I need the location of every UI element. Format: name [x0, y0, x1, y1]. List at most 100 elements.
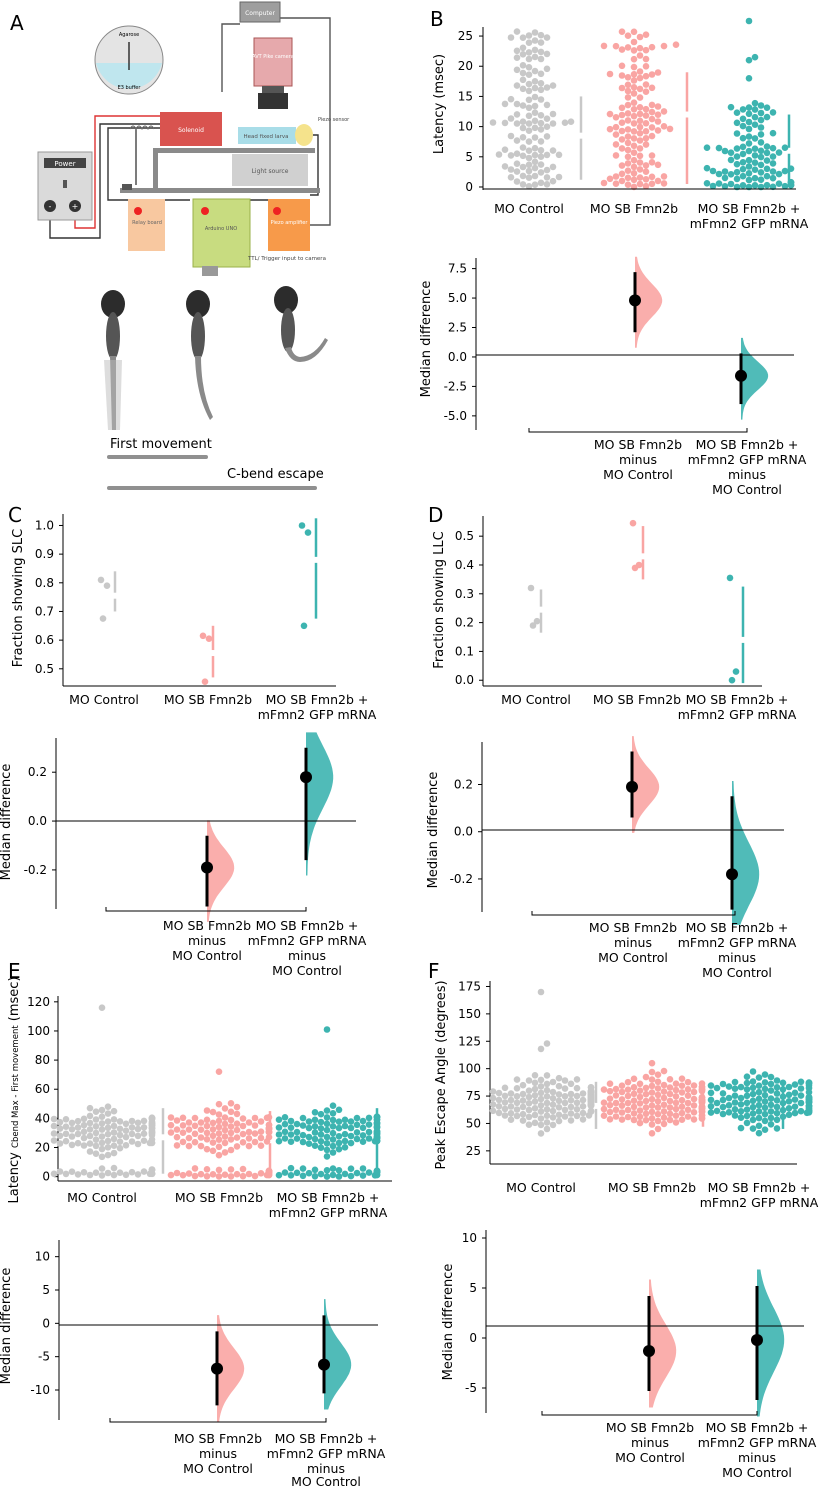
- swarm-point: [624, 101, 632, 109]
- swarm-point: [624, 81, 632, 89]
- swarm-point: [642, 135, 650, 142]
- swarm-point: [323, 1146, 331, 1154]
- swarm-point: [757, 176, 765, 183]
- swarm-point: [606, 1116, 614, 1123]
- swarm-point: [525, 1121, 533, 1128]
- swarm-point: [519, 51, 527, 58]
- swarm-point: [763, 181, 771, 189]
- swarm-point: [630, 170, 638, 177]
- panel-a-schematic: A Computer AVT Pike camera Agarose E3 bu…: [10, 1, 350, 490]
- swarm-point: [537, 1121, 545, 1129]
- swarm-point: [749, 1116, 757, 1124]
- swarm-point: [763, 165, 771, 173]
- swarm-point: [624, 110, 632, 117]
- swarm-point: [140, 1130, 148, 1137]
- swarm-point: [347, 1124, 355, 1132]
- swarm-point: [739, 115, 747, 123]
- swarm-point: [257, 1170, 265, 1177]
- swarm-point: [624, 1113, 632, 1121]
- swarm-point: [733, 153, 741, 160]
- swarm-point: [785, 1083, 793, 1091]
- swarm-point: [537, 112, 545, 119]
- swarm-point: [335, 1173, 343, 1180]
- swarm-point: [128, 1124, 136, 1131]
- swarm-point: [98, 1126, 106, 1133]
- swarm-point: [317, 1144, 325, 1151]
- median-difference-point: [318, 1358, 330, 1371]
- swarm-point: [739, 172, 747, 180]
- swarm-point: [197, 1170, 205, 1178]
- swarm-point: [116, 1138, 124, 1145]
- swarm-point: [737, 1094, 745, 1102]
- swarm-point: [531, 1092, 539, 1099]
- swarm-point: [215, 1130, 223, 1137]
- swarm-point: [642, 55, 650, 63]
- swarm-point: [519, 1097, 527, 1104]
- swarm-point: [305, 1133, 313, 1141]
- swarm-point: [489, 1088, 497, 1095]
- swarm-point: [62, 1170, 70, 1178]
- swarm-point: [587, 1107, 595, 1115]
- swarm-point: [755, 1101, 763, 1109]
- swarm-point: [513, 160, 521, 167]
- swarm-point: [215, 1151, 223, 1159]
- panel-e-diff-label-rescue-1: MO SB Fmn2b +: [275, 1431, 378, 1446]
- swarm-point: [185, 1170, 193, 1177]
- swarm-point: [630, 106, 638, 113]
- swarm-point: [251, 1114, 259, 1122]
- swarm-point: [648, 108, 656, 116]
- swarm-point: [227, 1173, 235, 1180]
- swarm-point: [779, 1079, 787, 1087]
- swarm-point: [531, 164, 539, 172]
- swarm-point: [525, 64, 533, 71]
- swarm-point: [122, 1127, 130, 1134]
- swarm-point: [543, 1086, 551, 1094]
- swarm-point: [743, 1112, 751, 1120]
- swarm-point: [335, 1124, 343, 1132]
- swarm-point: [525, 167, 533, 175]
- swarm-point: [215, 1136, 223, 1143]
- swarm-point: [707, 1096, 715, 1104]
- swarm-point: [654, 1071, 662, 1078]
- panel-letter-a: A: [10, 11, 24, 35]
- swarm-point: [531, 117, 539, 125]
- swarm-point: [573, 1112, 581, 1120]
- swarm-point: [86, 1104, 94, 1112]
- swarm-point: [543, 1119, 551, 1126]
- swarm-point: [203, 1173, 211, 1180]
- panel-f-swarm-y-axis: 25 50 75 100 125 150 175: [458, 979, 491, 1164]
- swarm-point: [140, 1137, 148, 1144]
- swarm-point: [755, 1114, 763, 1122]
- swarm-point: [654, 1125, 662, 1133]
- swarm-point: [305, 1169, 313, 1177]
- swarm-point: [755, 1129, 763, 1137]
- swarm-point: [618, 46, 626, 53]
- panel-f-diff-label-rescue-3: minus: [738, 1450, 776, 1465]
- swarm-point: [531, 1085, 539, 1093]
- swarm-point: [648, 180, 656, 188]
- panel-d-diff-label-fmn2b-3: MO Control: [598, 950, 668, 965]
- median-difference-point: [751, 1334, 763, 1346]
- swarm-point: [642, 128, 650, 135]
- swarm-point: [239, 1172, 247, 1180]
- swarm-point: [779, 1106, 787, 1114]
- swarm-point: [636, 159, 644, 166]
- swarm-point: [245, 1170, 253, 1178]
- swarm-point: [537, 48, 545, 56]
- swarm-point: [110, 1129, 118, 1136]
- swarm-point: [749, 1097, 757, 1105]
- swarm-point: [227, 1146, 235, 1154]
- swarm-point: [365, 1135, 373, 1142]
- swarm-point: [618, 84, 626, 92]
- swarm-point: [660, 42, 668, 50]
- swarm-point: [612, 173, 620, 180]
- swarm-point: [134, 1171, 142, 1178]
- swarm-point: [513, 168, 521, 175]
- swarm-point: [624, 139, 632, 147]
- swarm-point: [197, 1126, 205, 1133]
- panel-b-diff-x-axis: [528, 428, 748, 433]
- swarm-point: [116, 1144, 124, 1152]
- swarm-point: [654, 1091, 662, 1099]
- swarm-point: [761, 1091, 769, 1099]
- swarm-point: [110, 1149, 118, 1157]
